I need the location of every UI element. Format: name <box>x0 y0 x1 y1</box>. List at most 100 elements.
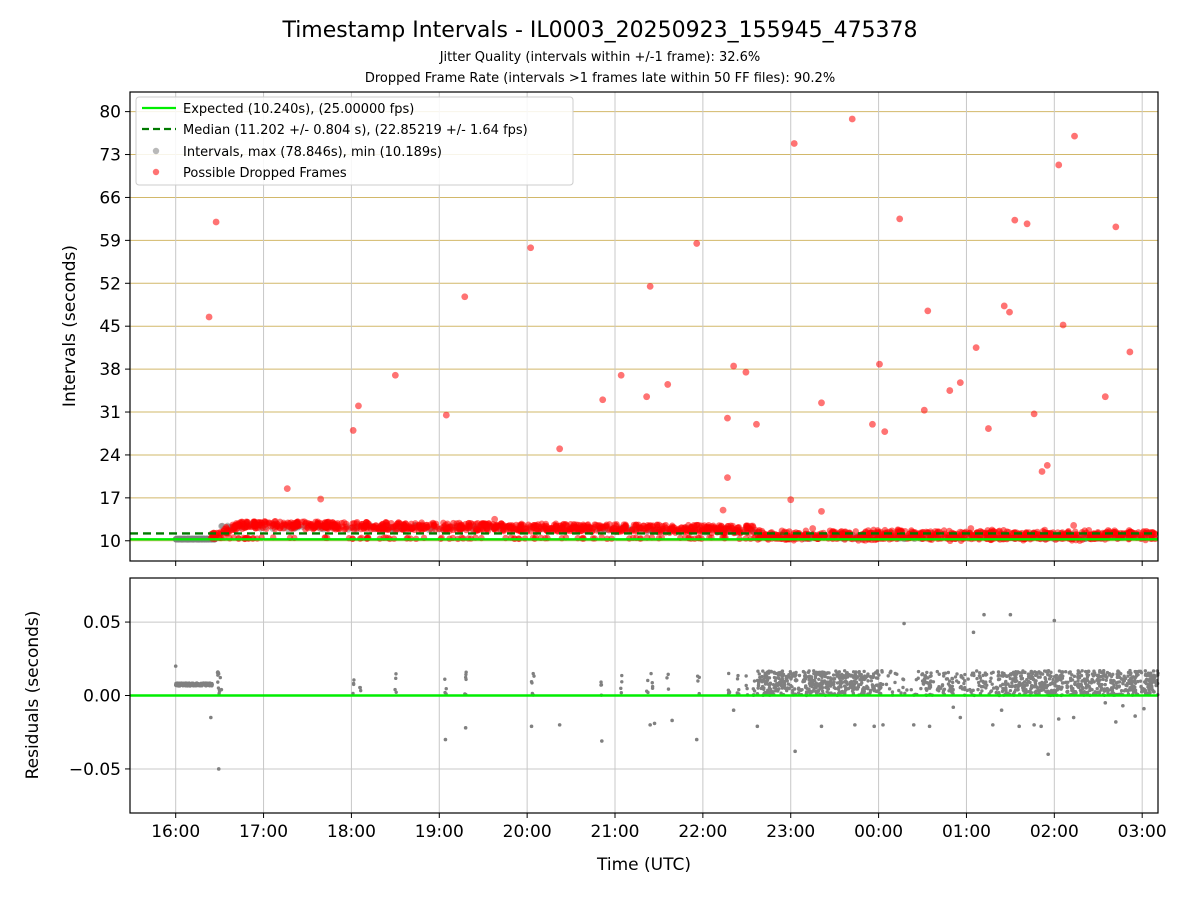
residual-point <box>737 688 741 692</box>
dropped-frame-point <box>1000 302 1008 310</box>
residual-point <box>173 664 178 668</box>
residual-point <box>1097 690 1101 694</box>
residual-point <box>1122 689 1127 693</box>
residual-point <box>972 673 976 678</box>
residual-point <box>937 672 941 676</box>
bottom-xtick-label: 23:00 <box>766 822 815 842</box>
residual-point <box>1070 673 1074 677</box>
residual-point <box>838 680 842 684</box>
dropped-frame-point <box>568 524 575 531</box>
dropped-frame-point <box>818 507 825 515</box>
residual-point <box>1087 680 1092 684</box>
residual-point <box>984 680 988 684</box>
residual-point <box>787 686 792 691</box>
residual-point <box>1011 677 1015 681</box>
top-ytick-label: 52 <box>99 274 121 294</box>
residual-point <box>1008 684 1013 688</box>
residual-point <box>941 689 946 693</box>
top-ytick-label: 80 <box>99 103 121 123</box>
residual-point <box>1064 670 1068 674</box>
dropped-frame-point <box>1006 308 1013 316</box>
residual-point <box>977 671 982 675</box>
dropped-frame-point <box>985 425 992 432</box>
residual-point <box>1104 678 1108 682</box>
residual-point <box>1008 676 1012 681</box>
dropped-frame-point <box>972 344 980 352</box>
residual-point <box>901 677 906 682</box>
dropped-frame-point <box>341 526 348 533</box>
residual-point <box>794 670 798 675</box>
residual-point <box>670 718 674 723</box>
residual-point <box>1028 680 1032 685</box>
residual-point <box>1020 670 1025 675</box>
residual-point <box>950 680 955 685</box>
dropped-frame-point <box>461 293 469 301</box>
residual-point <box>1013 673 1017 677</box>
residual-point <box>1101 674 1105 678</box>
residual-point <box>878 683 882 688</box>
residual-point <box>858 673 863 678</box>
residual-point <box>772 671 776 675</box>
residual-point <box>1134 691 1138 695</box>
residual-point <box>844 686 848 690</box>
residual-point <box>828 676 833 680</box>
residual-point <box>856 685 860 689</box>
top-ytick-label: 10 <box>99 532 121 552</box>
residual-point <box>1103 682 1107 687</box>
dropped-frame-point <box>395 523 403 530</box>
residual-point <box>665 676 669 680</box>
residual-point <box>955 672 959 676</box>
residual-point <box>1101 668 1106 673</box>
bottom-xtick-label: 00:00 <box>854 822 903 842</box>
residual-point <box>890 690 895 694</box>
residual-point <box>780 677 785 681</box>
residual-point <box>807 681 812 686</box>
residual-point <box>765 678 770 682</box>
residual-point <box>981 673 985 678</box>
residual-point <box>887 687 892 691</box>
residual-point <box>1054 673 1059 678</box>
residual-point <box>820 673 825 677</box>
dropped-frame-point <box>818 399 825 407</box>
residual-point <box>975 669 979 673</box>
residual-point <box>951 705 956 710</box>
residual-point <box>819 724 824 729</box>
residual-point <box>783 686 787 690</box>
residual-point <box>1006 674 1011 678</box>
residual-point <box>796 691 801 695</box>
residual-point <box>790 675 794 679</box>
residual-point <box>1121 678 1125 682</box>
residual-point <box>1037 688 1042 693</box>
residual-point <box>1004 674 1008 678</box>
residual-point <box>845 682 850 686</box>
residual-point <box>837 676 842 680</box>
residual-point <box>862 669 866 674</box>
residual-point <box>1139 670 1144 675</box>
bottom-xtick-label: 17:00 <box>239 822 288 842</box>
residual-point <box>985 683 989 687</box>
residual-point <box>977 683 981 688</box>
residual-point <box>761 669 765 673</box>
residual-point <box>1143 691 1148 696</box>
dropped-frame-point <box>664 381 672 388</box>
residual-point <box>359 688 363 693</box>
residual-point <box>1109 680 1113 685</box>
residual-point <box>963 685 967 690</box>
residual-point <box>869 675 873 679</box>
residual-point <box>1051 677 1055 682</box>
residual-point <box>911 723 916 727</box>
residual-point <box>1093 671 1097 675</box>
residual-point <box>1073 682 1077 686</box>
residual-point <box>1147 673 1152 678</box>
residual-point <box>1038 671 1043 675</box>
residual-point <box>803 671 807 675</box>
residual-point <box>827 682 831 687</box>
dropped-frame-point <box>329 519 336 526</box>
residual-point <box>976 687 980 692</box>
residual-point <box>1151 677 1156 682</box>
residual-point <box>1024 690 1028 695</box>
residual-point <box>858 677 862 682</box>
residual-point <box>763 690 767 695</box>
residual-point <box>1146 685 1151 690</box>
residual-point <box>821 681 825 686</box>
